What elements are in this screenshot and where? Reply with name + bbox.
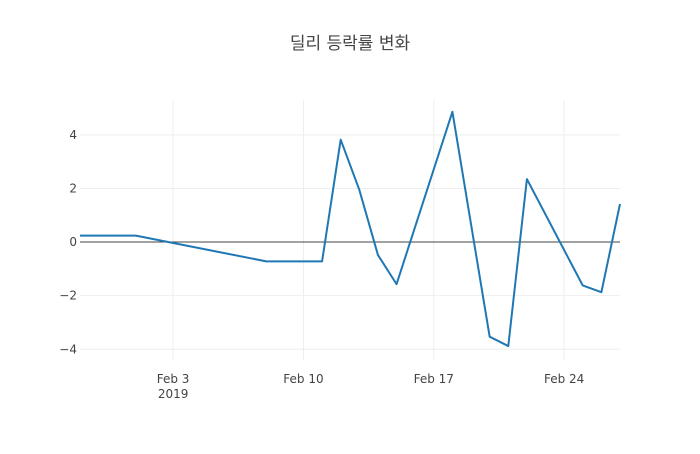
y-tick-label: −4 [59,342,77,356]
data-point[interactable] [319,258,325,264]
data-point[interactable] [394,281,400,287]
chart-title: 딜리 등락률 변화 [290,34,411,54]
data-point[interactable] [77,233,83,239]
y-tick-label: 2 [69,181,77,195]
data-point[interactable] [449,109,455,115]
data-point[interactable] [487,334,493,340]
data-point[interactable] [375,252,381,258]
data-point[interactable] [524,176,530,182]
y-tick-label: 0 [69,235,77,249]
x-tick-sublabel: 2019 [158,387,189,401]
x-tick-label: Feb 3 [157,372,190,386]
data-point[interactable] [338,137,344,143]
y-tick-label: 4 [69,128,77,142]
data-point[interactable] [505,343,511,349]
series-line [80,110,621,348]
data-point[interactable] [598,289,604,295]
x-tick-label: Feb 10 [283,372,323,386]
x-tick-label: Feb 24 [544,372,584,386]
data-point[interactable] [263,258,269,264]
data-point[interactable] [133,233,139,239]
data-point[interactable] [617,201,623,207]
y-tick-label: −2 [59,289,77,303]
data-point[interactable] [356,187,362,193]
x-tick-label: Feb 17 [414,372,454,386]
series-layer [77,109,623,349]
grid-layer [80,100,620,360]
data-point[interactable] [580,282,586,288]
